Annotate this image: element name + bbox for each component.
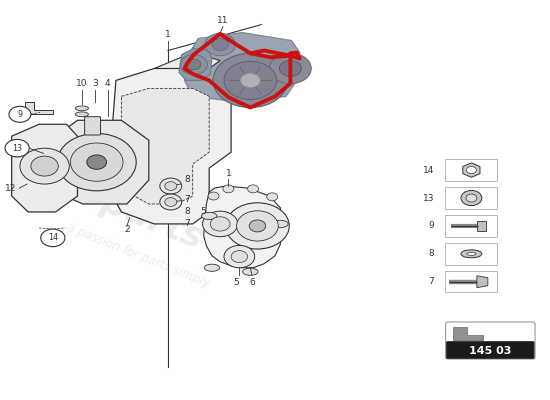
Circle shape bbox=[236, 211, 278, 241]
Ellipse shape bbox=[243, 268, 258, 275]
FancyBboxPatch shape bbox=[445, 187, 497, 209]
Polygon shape bbox=[155, 52, 220, 68]
Text: 6: 6 bbox=[249, 278, 255, 287]
Text: 9: 9 bbox=[18, 110, 23, 119]
Polygon shape bbox=[477, 276, 488, 288]
Ellipse shape bbox=[273, 220, 288, 228]
Text: 8: 8 bbox=[428, 249, 434, 258]
FancyBboxPatch shape bbox=[85, 117, 101, 135]
FancyBboxPatch shape bbox=[445, 271, 497, 292]
Polygon shape bbox=[122, 88, 209, 204]
Circle shape bbox=[270, 53, 311, 84]
Text: 7: 7 bbox=[184, 220, 190, 228]
Circle shape bbox=[248, 185, 258, 193]
Text: 2: 2 bbox=[124, 225, 130, 234]
Text: 5: 5 bbox=[201, 208, 206, 216]
FancyBboxPatch shape bbox=[445, 159, 497, 181]
Polygon shape bbox=[204, 186, 280, 268]
Text: eurparts: eurparts bbox=[34, 160, 209, 256]
Circle shape bbox=[210, 217, 230, 231]
Circle shape bbox=[57, 134, 136, 191]
Circle shape bbox=[466, 166, 476, 174]
Polygon shape bbox=[12, 124, 78, 212]
Circle shape bbox=[9, 106, 31, 122]
FancyBboxPatch shape bbox=[446, 322, 535, 359]
Circle shape bbox=[180, 54, 207, 74]
Circle shape bbox=[41, 229, 65, 247]
Circle shape bbox=[212, 38, 228, 50]
Circle shape bbox=[213, 53, 288, 108]
Circle shape bbox=[20, 148, 69, 184]
Circle shape bbox=[87, 155, 107, 169]
Circle shape bbox=[5, 140, 29, 157]
Text: 12: 12 bbox=[5, 184, 16, 192]
Text: 13: 13 bbox=[12, 144, 22, 153]
Circle shape bbox=[31, 156, 58, 176]
Ellipse shape bbox=[461, 250, 482, 258]
FancyBboxPatch shape bbox=[476, 221, 486, 231]
Text: 4: 4 bbox=[105, 79, 111, 88]
Circle shape bbox=[160, 178, 182, 194]
Circle shape bbox=[461, 190, 482, 206]
Circle shape bbox=[70, 143, 123, 181]
Polygon shape bbox=[45, 120, 149, 204]
Polygon shape bbox=[179, 48, 212, 80]
Circle shape bbox=[160, 194, 182, 210]
Circle shape bbox=[202, 211, 238, 237]
Text: 7: 7 bbox=[184, 195, 190, 204]
Ellipse shape bbox=[204, 264, 219, 271]
Circle shape bbox=[223, 185, 234, 193]
Circle shape bbox=[249, 220, 266, 232]
FancyBboxPatch shape bbox=[445, 243, 497, 264]
Text: 8: 8 bbox=[184, 175, 190, 184]
Text: 3: 3 bbox=[92, 79, 98, 88]
Circle shape bbox=[240, 73, 260, 88]
Ellipse shape bbox=[75, 106, 89, 111]
Circle shape bbox=[186, 59, 201, 70]
Text: 5: 5 bbox=[234, 278, 239, 287]
Text: 11: 11 bbox=[217, 16, 229, 25]
Ellipse shape bbox=[467, 252, 476, 256]
Circle shape bbox=[279, 60, 301, 76]
Text: 9: 9 bbox=[428, 222, 434, 230]
Circle shape bbox=[267, 193, 278, 201]
Circle shape bbox=[165, 198, 177, 206]
Ellipse shape bbox=[75, 112, 89, 117]
Circle shape bbox=[208, 192, 219, 200]
Circle shape bbox=[224, 246, 255, 268]
Circle shape bbox=[466, 194, 477, 202]
Text: 1: 1 bbox=[226, 169, 231, 178]
Polygon shape bbox=[463, 163, 480, 177]
Text: 10: 10 bbox=[76, 79, 87, 88]
Text: 7: 7 bbox=[428, 277, 434, 286]
Ellipse shape bbox=[201, 212, 217, 220]
Polygon shape bbox=[111, 68, 231, 224]
Text: 14: 14 bbox=[48, 233, 58, 242]
Circle shape bbox=[226, 203, 289, 249]
Polygon shape bbox=[184, 32, 300, 102]
Circle shape bbox=[231, 251, 248, 262]
Circle shape bbox=[205, 33, 235, 56]
FancyBboxPatch shape bbox=[447, 342, 534, 358]
Text: 145 03: 145 03 bbox=[469, 346, 512, 356]
Text: 13: 13 bbox=[422, 194, 434, 202]
Text: 8: 8 bbox=[184, 208, 190, 216]
Text: a passion for parts simply: a passion for parts simply bbox=[65, 221, 211, 290]
Polygon shape bbox=[453, 327, 483, 340]
Text: 1: 1 bbox=[165, 30, 171, 38]
Polygon shape bbox=[25, 102, 53, 114]
Circle shape bbox=[165, 182, 177, 190]
Text: 14: 14 bbox=[423, 166, 434, 175]
FancyBboxPatch shape bbox=[445, 215, 497, 237]
Circle shape bbox=[224, 61, 277, 100]
